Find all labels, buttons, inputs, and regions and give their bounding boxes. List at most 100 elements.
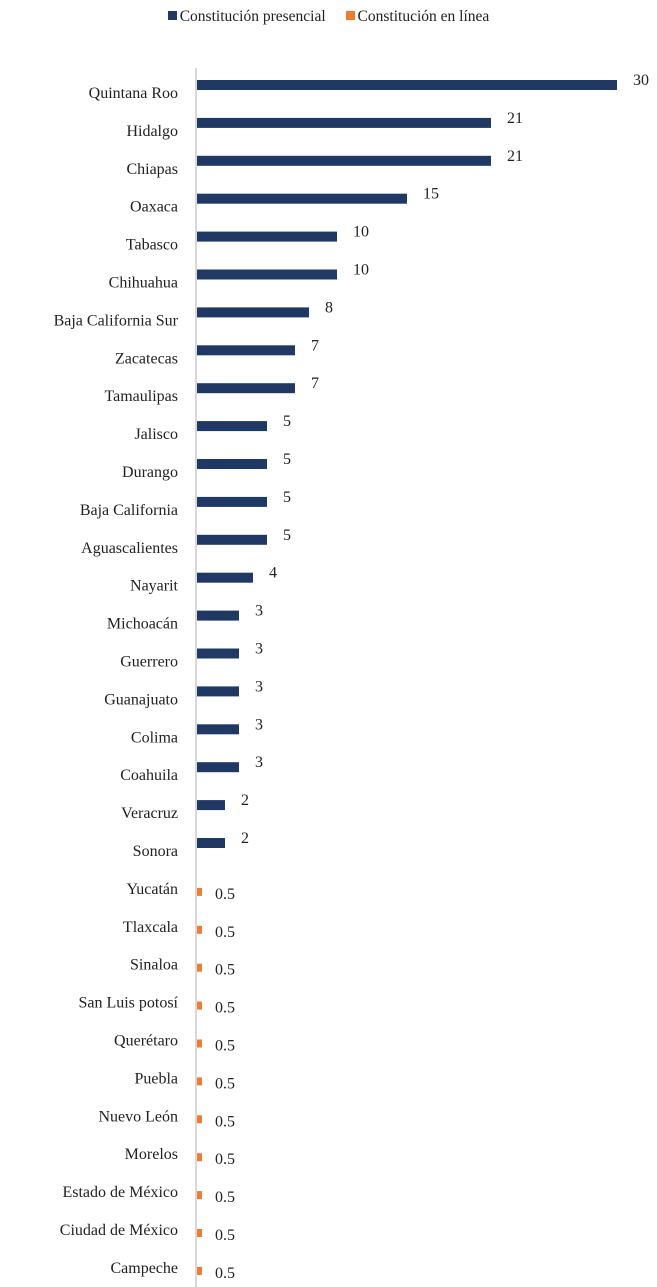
bar-san-luis-potosi: [197, 1001, 202, 1010]
bar-coahuila: [197, 762, 239, 773]
category-label-puebla: Puebla: [134, 1070, 178, 1087]
value-label-zacatecas: 7: [311, 337, 319, 354]
category-label-campeche: Campeche: [110, 1260, 178, 1277]
category-label-baja-california: Baja California: [80, 502, 178, 519]
value-label-campeche: 0.5: [215, 1265, 235, 1282]
value-label-coahuila: 3: [255, 754, 263, 771]
category-label-yucatan: Yucatán: [126, 881, 178, 898]
value-label-tlaxcala: 0.5: [215, 924, 235, 941]
legend-item-presencial: Constitución presencial: [167, 8, 326, 26]
category-label-nuevo-leon: Nuevo León: [98, 1108, 178, 1125]
bars-group: Quintana Roo 30 Hidalgo 21 Chiapas 21 Oaxaca 15…: [54, 72, 649, 1282]
value-label-durango: 5: [283, 451, 291, 468]
value-label-michoacan: 3: [255, 603, 263, 620]
value-label-queretaro: 0.5: [215, 1038, 235, 1055]
bar-veracruz: [197, 800, 225, 811]
legend-label-presencial: Constitución presencial: [179, 8, 326, 25]
category-label-tabasco: Tabasco: [126, 237, 178, 254]
bar-aguascalientes: [197, 534, 267, 545]
category-label-oaxaca: Oaxaca: [130, 199, 178, 216]
value-label-jalisco: 5: [283, 413, 291, 430]
category-label-san-luis-potosi: San Luis potosí: [78, 995, 178, 1012]
category-label-morelos: Morelos: [125, 1146, 178, 1163]
bar-ciudad-de-mexico: [197, 1229, 202, 1237]
value-label-tamaulipas: 7: [311, 375, 319, 392]
value-label-colima: 3: [255, 716, 263, 733]
bar-guanajuato: [197, 686, 239, 697]
bar-morelos: [197, 1153, 202, 1162]
bar-campeche: [197, 1266, 202, 1275]
category-label-veracruz: Veracruz: [121, 805, 178, 822]
bar-michoacan: [197, 610, 239, 621]
value-label-estado-de-mexico: 0.5: [215, 1189, 235, 1206]
value-label-oaxaca: 15: [423, 186, 439, 203]
bar-puebla: [197, 1077, 202, 1086]
value-label-guanajuato: 3: [255, 678, 263, 695]
category-label-sonora: Sonora: [133, 843, 178, 860]
bar-zacatecas: [197, 345, 295, 356]
bar-colima: [197, 724, 239, 735]
value-label-guerrero: 3: [255, 641, 263, 658]
bar-chiapas: [197, 155, 491, 166]
category-label-colima: Colima: [131, 729, 178, 746]
legend-item-en-linea: Constitución en línea: [345, 8, 490, 26]
category-label-durango: Durango: [122, 464, 178, 481]
value-label-nayarit: 4: [269, 565, 277, 582]
value-label-quintana-roo: 30: [633, 72, 649, 89]
value-label-sinaloa: 0.5: [215, 962, 235, 979]
bar-quintana-roo: [197, 80, 617, 90]
value-label-yucatan: 0.5: [215, 886, 235, 903]
value-label-baja-california-sur: 8: [325, 299, 333, 316]
bar-durango: [197, 459, 267, 469]
value-label-chihuahua: 10: [353, 262, 369, 279]
bar-hidalgo: [197, 117, 491, 128]
category-label-coahuila: Coahuila: [120, 767, 178, 784]
bar-sonora: [197, 838, 225, 848]
category-label-nayarit: Nayarit: [130, 578, 179, 595]
legend-swatch-presencial: [167, 11, 177, 20]
bar-jalisco: [197, 421, 267, 432]
bar-tamaulipas: [197, 383, 295, 394]
value-label-nuevo-leon: 0.5: [215, 1113, 235, 1130]
category-label-tlaxcala: Tlaxcala: [123, 919, 178, 936]
category-label-tamaulipas: Tamaulipas: [104, 388, 178, 405]
value-label-baja-california: 5: [283, 489, 291, 506]
category-label-quintana-roo: Quintana Roo: [89, 85, 178, 102]
bar-nuevo-leon: [197, 1115, 202, 1124]
value-label-veracruz: 2: [241, 792, 249, 809]
value-label-ciudad-de-mexico: 0.5: [215, 1227, 235, 1244]
category-label-sinaloa: Sinaloa: [130, 957, 178, 974]
category-label-estado-de-mexico: Estado de México: [62, 1184, 178, 1201]
bar-tabasco: [197, 231, 337, 242]
value-label-tabasco: 10: [353, 224, 369, 241]
bar-guerrero: [197, 648, 239, 659]
value-label-chiapas: 21: [507, 148, 523, 165]
bar-baja-california-sur: [197, 307, 309, 318]
legend-swatch-en-linea: [345, 11, 355, 20]
value-label-morelos: 0.5: [215, 1151, 235, 1168]
category-label-guerrero: Guerrero: [120, 654, 178, 671]
category-label-queretaro: Querétaro: [114, 1033, 178, 1050]
value-label-aguascalientes: 5: [283, 527, 291, 544]
bar-nayarit: [197, 572, 253, 583]
value-label-sonora: 2: [241, 830, 249, 847]
category-label-guanajuato: Guanajuato: [104, 691, 178, 708]
category-label-baja-california-sur: Baja California Sur: [54, 312, 179, 329]
bar-baja-california: [197, 496, 267, 507]
category-label-chiapas: Chiapas: [126, 161, 178, 178]
value-label-hidalgo: 21: [507, 110, 523, 127]
bar-tlaxcala: [197, 925, 202, 934]
legend-label-en-linea: Constitución en línea: [357, 8, 490, 25]
bar-queretaro: [197, 1039, 202, 1048]
bar-chihuahua: [197, 269, 337, 280]
bar-yucatan: [197, 887, 202, 896]
value-label-san-luis-potosi: 0.5: [215, 1000, 235, 1017]
category-label-aguascalientes: Aguascalientes: [81, 540, 178, 557]
category-label-hidalgo: Hidalgo: [126, 123, 178, 140]
bar-oaxaca: [197, 193, 407, 204]
category-label-jalisco: Jalisco: [134, 426, 178, 443]
bar-sinaloa: [197, 963, 202, 972]
category-label-zacatecas: Zacatecas: [115, 350, 178, 367]
bar-estado-de-mexico: [197, 1191, 202, 1200]
